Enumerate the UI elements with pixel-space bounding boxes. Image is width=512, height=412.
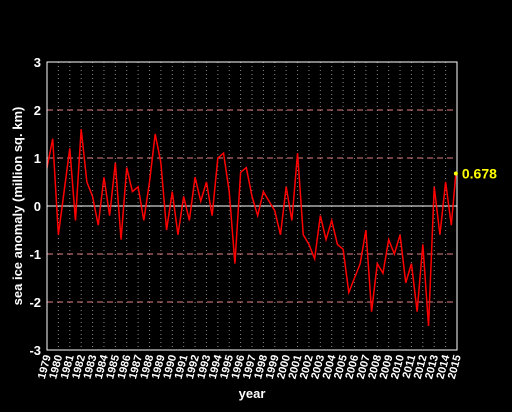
y-tick-label: 2 — [34, 103, 41, 118]
y-axis-label: sea ice anomaly (million sq. km) — [10, 107, 25, 306]
data-line — [46, 129, 457, 327]
plot-border — [46, 61, 458, 351]
y-tick-label: -1 — [29, 247, 41, 262]
x-axis-label: year — [239, 386, 266, 401]
y-tick-label: -3 — [29, 343, 41, 358]
y-tick-label: 1 — [34, 151, 41, 166]
y-tick-label: 0 — [34, 199, 41, 214]
annotation-marker — [453, 171, 458, 176]
y-tick-label: 3 — [34, 55, 41, 70]
annotation-label: 0.678 — [462, 165, 497, 181]
x-tick-label: 2011 — [401, 354, 419, 380]
y-tick-label: -2 — [29, 295, 41, 310]
